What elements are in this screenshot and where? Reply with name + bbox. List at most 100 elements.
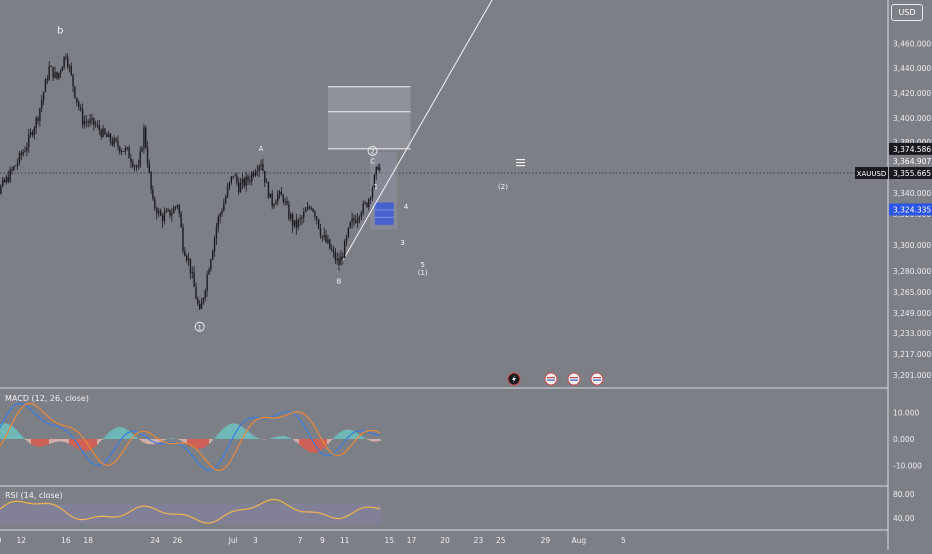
candle-body [74, 87, 75, 98]
candle-body [268, 182, 269, 197]
macd-histogram-bar [15, 429, 17, 439]
us-flag-event-icon[interactable] [591, 373, 603, 385]
candle-body [130, 158, 131, 162]
candle-body [247, 176, 248, 180]
macd-histogram-bar [55, 439, 57, 442]
candle-body [125, 148, 126, 151]
candle-body [173, 208, 174, 213]
time-tick-label: 12 [17, 536, 27, 545]
event-icons[interactable] [508, 159, 603, 385]
macd-histogram-bar [331, 439, 333, 440]
macd-histogram-bar [207, 439, 209, 445]
price-badge-label: 3,374.586 [893, 145, 931, 154]
macd-histogram-bar [67, 439, 69, 443]
candle-body [329, 239, 330, 248]
candle-body [264, 171, 265, 183]
candle-body [249, 180, 250, 181]
macd-histogram-bar [371, 439, 373, 441]
candle-body [325, 235, 326, 242]
currency-button[interactable]: USD [891, 4, 923, 21]
macd-histogram-bar [249, 433, 251, 439]
macd-histogram-bar [143, 439, 145, 443]
macd-label[interactable]: MACD (12, 26, close) [5, 394, 89, 403]
price-tick-label: 3,265.000 [893, 288, 931, 297]
macd-histogram-bar [195, 439, 197, 448]
macd-histogram-bar [295, 439, 297, 442]
macd-tick-label: -10.000 [893, 462, 922, 471]
candle-body [303, 212, 304, 217]
candle-body [240, 183, 241, 192]
macd-histogram-bar [65, 439, 67, 443]
macd-tick-label: 10.000 [893, 409, 919, 418]
macd-histogram-bar [305, 439, 307, 450]
macd-histogram-bar [203, 439, 205, 448]
macd-histogram-bar [139, 439, 141, 440]
candle-body [15, 166, 16, 167]
macd-tick-label: 0.000 [893, 435, 915, 444]
candle-body [236, 176, 237, 183]
candle-body [52, 67, 53, 78]
price-tick-label: 3,233.000 [893, 329, 931, 338]
macd-histogram-bar [327, 439, 329, 444]
macd-histogram-bar [287, 437, 289, 439]
candle-body [82, 109, 83, 124]
price-tick-label: 3,280.000 [893, 267, 931, 276]
candle-body [32, 132, 33, 135]
candle-body [112, 141, 113, 144]
time-tick-label: 20 [440, 536, 450, 545]
macd-histogram-bar [333, 438, 335, 439]
candle-body [221, 211, 222, 214]
candle-body [102, 129, 103, 137]
candle-body [206, 274, 207, 290]
macd-histogram-bar [279, 436, 281, 439]
candle-body [108, 134, 109, 137]
candle-body [338, 259, 339, 266]
macd-histogram-bar [25, 439, 27, 440]
macd-histogram-bar [103, 438, 105, 439]
macd-histogram-bar [117, 427, 119, 439]
menu-lines-icon[interactable] [516, 159, 525, 166]
symbol-badge-label: XAUUSD [857, 170, 887, 178]
candle-body [351, 218, 352, 222]
rsi-label[interactable]: RSI (14, close) [5, 491, 63, 500]
candle-body [147, 147, 148, 164]
candle-body [72, 75, 73, 87]
macd-histogram-bar [43, 439, 45, 446]
macd-histogram-bar [201, 439, 203, 448]
macd-histogram-bar [227, 425, 229, 439]
macd-histogram-bar [307, 439, 309, 451]
macd-histogram-bar [93, 439, 95, 448]
candle-body [223, 203, 224, 211]
macd-histogram-bar [273, 437, 275, 439]
macd-histogram-bar [51, 439, 53, 443]
rsi-tick-label: 40.00 [893, 514, 915, 523]
time-tick-label: 29 [541, 536, 551, 545]
lightning-event-icon[interactable] [508, 373, 520, 385]
macd-histogram-bar [61, 439, 63, 442]
macd-histogram-bar [377, 439, 379, 441]
price-tick-label: 3,400.000 [893, 114, 931, 123]
candle-body [128, 148, 129, 159]
macd-histogram-bar [373, 439, 375, 442]
us-flag-event-icon[interactable] [568, 373, 580, 385]
time-tick-label: 17 [407, 536, 417, 545]
macd-histogram-bar [255, 437, 257, 439]
candle-body [149, 164, 150, 172]
candle-body [366, 203, 367, 207]
candle-body [8, 177, 9, 182]
candle-body [201, 303, 202, 309]
macd-histogram-bar [31, 439, 33, 445]
candle-body [294, 220, 295, 226]
candle-body [43, 92, 44, 100]
candle-body [284, 201, 285, 202]
candle-body [266, 182, 267, 183]
candle-body [80, 107, 81, 109]
macd-histogram-bar [119, 427, 121, 439]
us-flag-event-icon[interactable] [545, 373, 557, 385]
candle-body [210, 260, 211, 270]
candle-body [320, 228, 321, 236]
macd-histogram-bar [115, 428, 117, 439]
